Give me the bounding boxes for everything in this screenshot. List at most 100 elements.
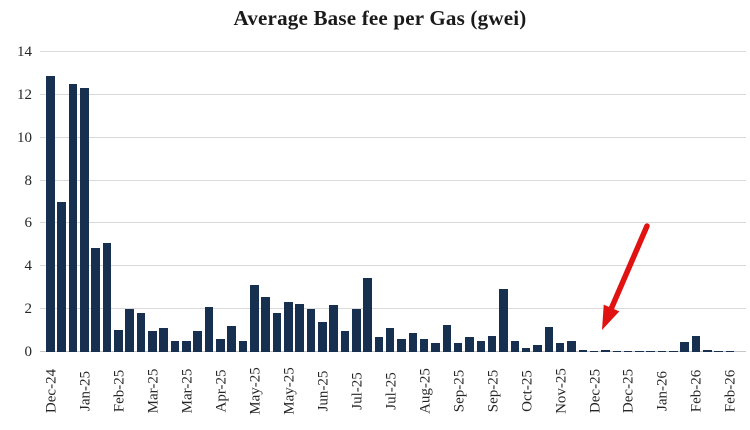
bar: [57, 202, 66, 352]
x-axis-tick-label: Nov-25: [553, 368, 569, 414]
bar: [249, 284, 259, 352]
y-axis-tick-label: 12: [17, 86, 32, 103]
bar: [91, 248, 100, 352]
bar: [295, 303, 304, 352]
bar: [691, 335, 701, 352]
bar: [261, 297, 270, 352]
plot-area: [40, 51, 746, 352]
x-axis-tick-label: May-25: [281, 367, 298, 415]
gridline: [40, 51, 746, 52]
bar: [635, 351, 644, 352]
x-axis-tick-label: Dec-25: [587, 368, 603, 414]
bar: [510, 341, 520, 352]
bar: [215, 339, 225, 352]
bar: [181, 341, 191, 352]
x-axis-tick-label: Sep-25: [485, 369, 502, 413]
bar: [419, 339, 429, 352]
bar: [204, 307, 214, 352]
chart-title: Average Base fee per Gas (gwei): [233, 6, 527, 30]
bar: [170, 341, 180, 352]
bar: [669, 350, 678, 352]
gridline: [40, 222, 746, 224]
bar: [306, 309, 316, 352]
bar: [544, 327, 554, 352]
bar: [657, 350, 667, 352]
y-axis-tick-label: 14: [17, 44, 32, 60]
bar: [555, 343, 565, 352]
bar: [374, 337, 384, 352]
bar: [612, 351, 622, 352]
bar: [601, 349, 610, 352]
bar: [283, 301, 293, 352]
x-axis-tick-label: Oct-25: [519, 370, 536, 412]
bar: [589, 350, 599, 352]
bar: [363, 278, 372, 352]
x-axis-tick-label: Jul-25: [349, 372, 366, 410]
bar: [408, 332, 418, 352]
bar: [317, 322, 327, 352]
bar: [499, 288, 508, 352]
bar: [725, 350, 735, 352]
bar: [272, 313, 282, 352]
x-axis-tick-label: Dec-25: [620, 368, 637, 414]
x-axis-tick-label: Jan-26: [654, 371, 671, 411]
x-axis-tick-label: Jun-25: [315, 370, 332, 412]
gridline: [40, 265, 746, 267]
x-axis-tick-label: Jan-25: [77, 371, 94, 411]
bar: [385, 328, 395, 352]
y-axis-tick-label: 0: [24, 344, 33, 360]
bar: [680, 342, 690, 352]
bar: [68, 84, 78, 352]
x-axis-tick-label: Aug-25: [417, 368, 434, 414]
bar: [714, 351, 724, 352]
y-axis-tick-label: 6: [24, 215, 33, 232]
gridline: [40, 308, 746, 310]
bar: [102, 242, 112, 352]
bar: [703, 350, 712, 352]
bar: [442, 325, 452, 352]
bar: [79, 88, 89, 352]
bar: [329, 304, 338, 352]
bar: [340, 330, 350, 352]
x-axis-tick-label: Feb-26: [722, 369, 739, 413]
x-axis-tick-label: Sep-25: [451, 369, 468, 413]
bar: [159, 328, 168, 352]
x-axis-tick-label: Dec-24: [43, 368, 60, 414]
gridline: [40, 179, 746, 181]
x-axis-tick-label: Mar-25: [179, 368, 196, 414]
y-axis-tick-label: 10: [17, 129, 32, 146]
bar: [646, 350, 656, 352]
bar: [147, 330, 157, 352]
bar: [465, 337, 474, 352]
x-axis-tick-label: May-25: [247, 367, 264, 415]
bar: [238, 341, 248, 352]
bar: [397, 339, 406, 352]
bar: [578, 350, 588, 352]
bar: [227, 326, 236, 352]
x-axis-tick-label: Mar-25: [145, 368, 162, 414]
bar: [533, 344, 542, 352]
bar: [46, 75, 55, 352]
bar: [351, 309, 361, 352]
x-axis-tick-label: Apr-25: [213, 369, 230, 413]
bar: [431, 343, 440, 352]
bar: [521, 347, 531, 352]
bar: [623, 351, 633, 352]
bar: [136, 313, 146, 352]
bar: [125, 309, 134, 352]
gridline: [40, 136, 746, 138]
x-axis-tick-label: Feb-25: [111, 369, 128, 413]
y-axis-tick-label: 8: [24, 172, 33, 189]
bar: [487, 335, 497, 352]
bar: [476, 341, 486, 352]
bar: [567, 341, 576, 352]
y-axis-tick-label: 4: [24, 258, 33, 275]
y-axis-tick-label: 2: [24, 301, 33, 318]
bar: [453, 343, 463, 352]
gridline: [40, 93, 746, 95]
x-axis-tick-label: Feb-26: [688, 369, 705, 413]
x-axis-tick-label: Jul-25: [383, 372, 400, 410]
bar: [113, 329, 123, 352]
bar: [193, 330, 202, 352]
